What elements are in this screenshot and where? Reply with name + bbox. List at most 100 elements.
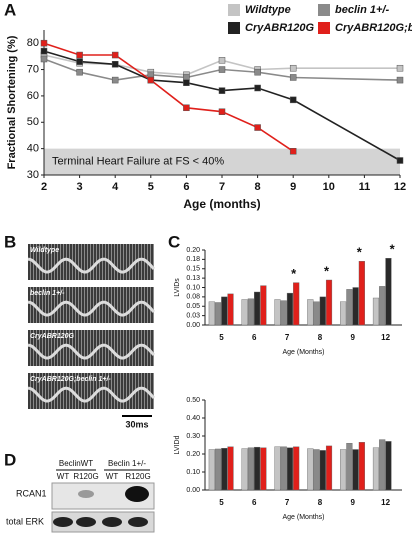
point [396,157,404,164]
point [111,61,119,68]
bar [319,296,326,326]
region-label: Terminal Heart Failure at FS < 40% [52,156,224,168]
echo-label: Wildtype [30,247,59,254]
point [40,55,48,63]
band [102,517,122,527]
x-tick-label: 9 [351,498,356,507]
echo-label: beclin 1+/- [30,290,65,297]
bar [208,301,215,326]
point [40,47,48,55]
x-tick-label: 7 [285,333,290,342]
bar [307,299,314,326]
bar [214,448,222,491]
bar [358,442,365,491]
y-tick-label: 0.13 [186,275,200,282]
x-axis-label: Age (months) [183,197,260,211]
annotation: * [324,263,330,278]
point [183,79,190,86]
legend-label: CryABR120G;beclin 1+/- [335,22,412,34]
x-tick-label: 5 [219,333,224,342]
point [396,76,404,84]
annotation: * [390,242,396,257]
y-tick-label: 30 [27,169,39,181]
bar [379,439,386,491]
point [111,76,119,84]
bar [325,279,333,326]
bar [307,448,314,491]
bar [385,441,392,491]
x-tick-label: 6 [183,181,189,193]
bar [280,300,287,326]
bar [340,301,347,326]
point [218,87,226,94]
bar [241,299,248,326]
y-tick-label: 60 [27,90,39,102]
legend-label: CryABR120G [245,22,315,34]
bar [260,447,267,491]
point [289,148,297,155]
bar [221,448,228,491]
bar [280,446,287,491]
band [76,517,96,527]
row-label: total ERK [6,516,44,526]
x-tick-label: 5 [148,181,154,193]
point [289,74,297,81]
x-tick-label: 8 [255,181,261,193]
band [78,490,94,498]
legend-label: Wildtype [245,4,291,16]
lane-label: WT [57,472,70,481]
bar [352,449,359,491]
blot-panel: BeclinWT Beclin 1+/- WT R120G WT R120G R… [6,459,155,533]
echo-image [28,330,154,366]
y-tick-label: 80 [27,37,39,49]
row-label: RCAN1 [16,488,47,498]
bar [227,446,234,491]
x-tick-label: 12 [394,181,406,193]
bar [319,450,326,491]
y-tick-label: 0.20 [186,247,200,254]
annotation: * [291,266,297,281]
bar [313,301,320,326]
echo-label: CryABR120G;beclin 1+/- [30,376,111,383]
y-tick-label: 40 [27,143,39,155]
point [183,104,190,112]
x-tick-label: 2 [41,181,47,193]
point [289,64,297,72]
y-tick-label: 0.10 [186,284,200,291]
bar [286,447,294,491]
bar [286,292,294,326]
echo-panel: Wildtype beclin 1+/- CryABR120G CryABR120G;… [27,244,156,429]
x-tick-label: 11 [359,181,371,193]
x-tick-label: 9 [351,333,356,342]
bar [274,446,281,491]
y-tick-label: 0.20 [186,451,200,458]
x-tick-label: 3 [77,181,83,193]
y-axis-label: LVIDs [174,278,181,297]
bar [274,299,281,326]
bar [241,448,248,491]
bar [352,287,359,326]
x-tick-label: 6 [252,498,257,507]
bar [227,293,234,326]
bar [358,261,365,326]
point [254,124,261,131]
x-tick-label: 12 [381,498,390,507]
bar [293,446,300,491]
echo-image [28,244,154,280]
x-axis-label: Age (Months) [282,349,324,356]
bar [340,449,347,491]
group-label: Beclin 1+/- [108,459,146,468]
point [254,84,261,92]
bar [254,446,261,491]
point [254,68,261,76]
echo-image [28,373,154,409]
bar [379,286,386,326]
x-axis-label: Age (Months) [282,514,324,521]
y-axis-label: LVIDd [174,435,181,454]
panel-label: A [4,0,16,19]
x-tick-label: 10 [323,181,335,193]
bar [372,297,380,326]
echo-trace [27,343,156,360]
point [289,96,297,104]
x-tick-label: 8 [318,498,323,507]
